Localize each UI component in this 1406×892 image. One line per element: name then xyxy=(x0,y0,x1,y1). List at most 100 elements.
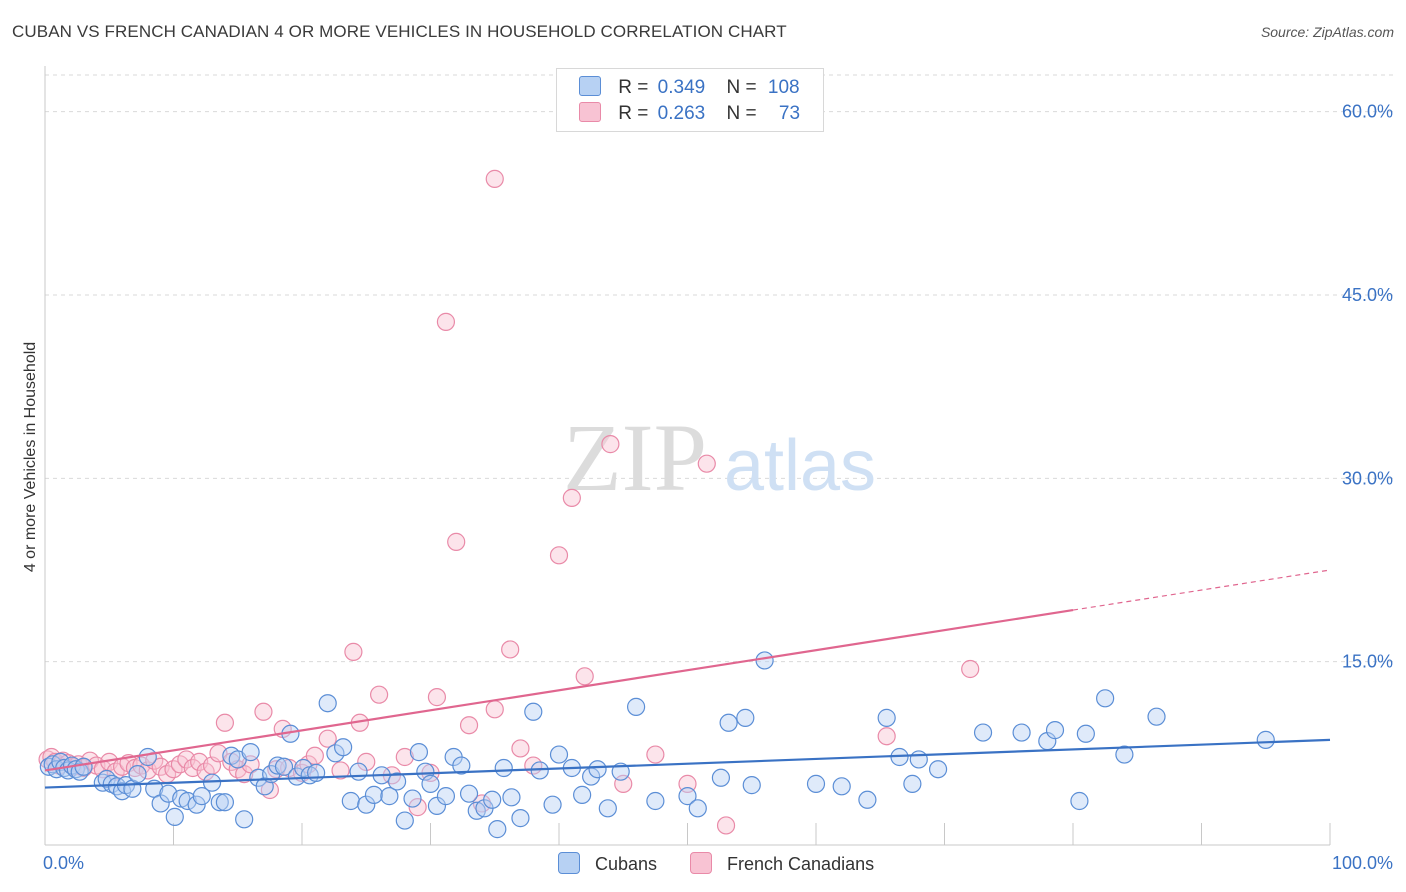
french-canadians-point xyxy=(697,454,716,473)
cubans-point xyxy=(318,694,337,713)
french-canadians-point xyxy=(459,716,479,735)
cubans-point xyxy=(1045,721,1065,740)
french-canadians-point xyxy=(601,435,620,454)
legend-item-cubans: Cubans xyxy=(558,852,657,875)
cubans-point xyxy=(903,774,922,793)
cubans-point xyxy=(128,765,147,784)
french-canadians-point xyxy=(485,700,504,719)
cubans-point xyxy=(832,777,851,796)
cubans-point xyxy=(387,772,407,791)
french-canadians-point xyxy=(961,659,980,679)
cubans-point xyxy=(1256,730,1275,749)
french-n-value: 73 xyxy=(778,103,801,124)
cubans-point xyxy=(187,795,206,814)
x-tick-label-min: 0.0% xyxy=(43,853,84,873)
tick-labels: 15.0% 30.0% 45.0% 60.0% 0.0% 100.0% xyxy=(43,102,1393,873)
french-trend-line-projection xyxy=(1072,569,1331,611)
axes xyxy=(44,66,1331,846)
cubans-point xyxy=(646,791,665,811)
cubans-point xyxy=(97,769,116,789)
cubans-legend-label: Cubans xyxy=(595,854,658,874)
cubans-point xyxy=(334,738,353,757)
french-legend-swatch xyxy=(690,852,712,874)
french-legend-label: French Canadians xyxy=(727,854,875,874)
cubans-point xyxy=(928,760,948,779)
source-label: Source: ZipAtlas.com xyxy=(1260,24,1394,40)
cubans-point xyxy=(1147,707,1166,726)
french-canadians-point xyxy=(447,532,466,551)
french-canadians-point xyxy=(408,798,427,817)
cubans-point xyxy=(307,763,326,782)
french-r-value: 0.263 xyxy=(657,103,706,124)
cubans-point xyxy=(165,807,184,826)
cubans-point xyxy=(151,794,170,813)
french-canadians-point xyxy=(357,752,376,771)
cubans-point xyxy=(598,799,617,818)
cubans-point xyxy=(858,790,877,809)
cubans-point xyxy=(494,758,513,778)
legend-row-french: R = 0.263 N = 73 xyxy=(579,102,800,126)
cubans-point xyxy=(549,745,569,764)
cubans-point xyxy=(268,756,287,775)
cubans-point xyxy=(452,756,471,775)
french-canadians-point xyxy=(318,729,337,748)
x-tick-label-max: 100.0% xyxy=(1332,853,1393,873)
cubans-point xyxy=(409,743,429,762)
french-canadians-point xyxy=(511,739,530,758)
french-canadians-point xyxy=(344,642,363,661)
cubans-point xyxy=(459,784,479,803)
french-canadians-point xyxy=(646,745,665,764)
cubans-point xyxy=(973,723,993,742)
cubans-n-value: 108 xyxy=(767,77,800,98)
legend-item-french: French Canadians xyxy=(690,852,874,875)
y-tick-label: 15.0% xyxy=(1342,652,1393,672)
french-canadians-point xyxy=(485,169,504,188)
cubans-point xyxy=(395,811,414,830)
cubans-point xyxy=(1076,724,1095,743)
french-trend-line xyxy=(44,609,1074,772)
cubans-legend-swatch xyxy=(558,852,580,874)
cubans-point xyxy=(742,776,761,795)
french-canadians-point xyxy=(395,747,414,767)
cubans-swatch xyxy=(579,76,601,96)
y-tick-label: 45.0% xyxy=(1342,285,1393,305)
cubans-point xyxy=(274,757,294,776)
cubans-point xyxy=(192,787,211,806)
cubans-point xyxy=(626,697,646,716)
cubans-point xyxy=(421,774,440,793)
cubans-point xyxy=(1070,791,1089,811)
cubans-point xyxy=(502,788,521,807)
cubans-point xyxy=(688,799,707,818)
legend-row-cubans: R = 0.349 N = 108 xyxy=(579,76,800,100)
cubans-point xyxy=(364,785,384,804)
r-label: R = xyxy=(618,77,649,98)
cubans-point xyxy=(235,810,254,829)
cubans-point xyxy=(806,774,826,793)
french-swatch xyxy=(579,102,601,122)
french-canadians-point xyxy=(427,688,447,707)
cubans-point xyxy=(488,820,507,839)
cubans-point xyxy=(357,795,376,814)
cubans-point xyxy=(588,760,607,779)
cubans-point xyxy=(349,762,368,781)
cubans-point xyxy=(511,809,530,828)
chart-title: CUBAN VS FRENCH CANADIAN 4 OR MORE VEHIC… xyxy=(12,22,787,41)
french-canadians-point xyxy=(562,488,581,507)
cubans-points xyxy=(39,651,1275,839)
y-tick-label: 60.0% xyxy=(1342,102,1393,122)
watermark-atlas: atlas xyxy=(724,426,876,506)
stats-legend: R = 0.349 N = 108 R = 0.263 N = 73 xyxy=(556,68,824,132)
cubans-point xyxy=(1115,745,1134,764)
cubans-point xyxy=(341,791,360,811)
cubans-point xyxy=(1096,689,1115,708)
cubans-point xyxy=(877,708,896,727)
cubans-point xyxy=(403,789,422,808)
cubans-trend-line xyxy=(44,738,1331,789)
r-label: R = xyxy=(618,103,649,124)
cubans-r-value: 0.349 xyxy=(657,77,706,98)
french-canadians-point xyxy=(215,713,234,732)
watermark-zip: ZIP xyxy=(563,404,707,511)
cubans-point xyxy=(483,790,502,809)
cubans-point xyxy=(678,787,697,806)
